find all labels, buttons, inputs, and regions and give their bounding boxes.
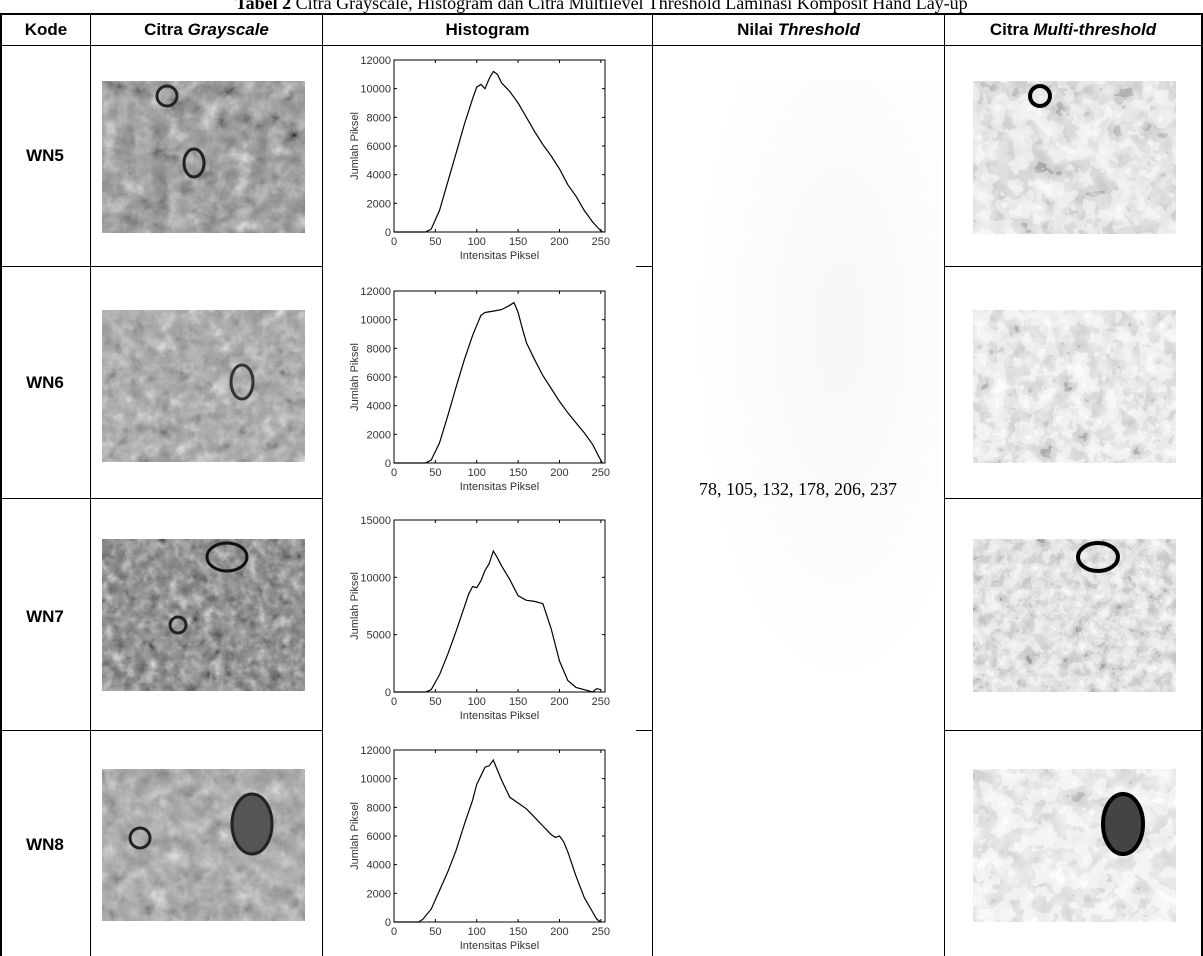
- y-tick-label: 4000: [367, 170, 391, 182]
- x-tick-label: 0: [391, 926, 397, 938]
- histogram-chart-wn6: 0 50 100 150 200 250 0 2000 4000 6000 8000 10000 120…: [349, 286, 610, 493]
- histogram-line: [394, 301, 604, 464]
- y-tick-label: 12000: [360, 286, 391, 298]
- x-tick-label: 100: [468, 926, 486, 938]
- x-tick-label: 150: [509, 467, 527, 479]
- y-axis-label: Jumlah Piksel: [349, 112, 361, 180]
- plot-area: [393, 519, 606, 693]
- multi-threshold-image-wn6: [973, 310, 1176, 463]
- x-axis-label: Intensitas Piksel: [460, 710, 539, 722]
- x-tick-label: 50: [429, 467, 441, 479]
- y-tick-label: 10000: [360, 572, 391, 584]
- x-tick-label: 250: [592, 236, 610, 248]
- y-tick-label: 4000: [367, 860, 391, 872]
- threshold-values: 78, 105, 132, 178, 206, 237: [699, 479, 897, 499]
- caption-text: Citra Grayscale, Histogram dan Citra Mul…: [295, 0, 968, 13]
- multi-threshold-image-wn5: [973, 81, 1176, 234]
- header-multi-em: Multi-threshold: [1033, 19, 1157, 39]
- x-tick-label: 150: [509, 236, 527, 248]
- x-tick-label: 0: [391, 236, 397, 248]
- x-tick-label: 100: [468, 467, 486, 479]
- caption-label: Tabel 2: [235, 0, 292, 13]
- header-histogram: Histogram: [445, 19, 530, 39]
- header-threshold-em: Threshold: [777, 19, 860, 39]
- y-axis-label: Jumlah Piksel: [349, 572, 361, 640]
- grayscale-image-wn5: [102, 81, 305, 233]
- y-tick-label: 10000: [360, 315, 391, 327]
- header-grayscale-prefix: Citra: [144, 19, 183, 39]
- y-tick-label: 0: [385, 687, 391, 699]
- y-tick-label: 8000: [367, 343, 391, 355]
- header-grayscale-em: Grayscale: [187, 19, 269, 39]
- y-tick-label: 10000: [360, 774, 391, 786]
- y-tick-label: 12000: [360, 55, 391, 67]
- table-caption: Tabel 2 Citra Grayscale, Histogram dan C…: [0, 0, 1203, 14]
- grayscale-image-wn7: [102, 539, 305, 691]
- kode-cell: WN6: [26, 373, 64, 392]
- header-threshold-prefix: Nilai: [737, 19, 773, 39]
- header-kode: Kode: [24, 19, 68, 39]
- y-tick-label: 8000: [367, 802, 391, 814]
- x-tick-label: 100: [468, 696, 486, 708]
- multi-threshold-image-wn7: [973, 539, 1176, 692]
- grayscale-image-wn6: [102, 310, 305, 462]
- y-tick-label: 0: [385, 458, 391, 470]
- x-tick-label: 50: [429, 696, 441, 708]
- x-tick-label: 200: [550, 236, 568, 248]
- kode-cell: WN7: [26, 607, 64, 626]
- y-tick-label: 5000: [367, 630, 391, 642]
- x-tick-label: 100: [468, 236, 486, 248]
- x-tick-label: 0: [391, 467, 397, 479]
- histogram-line: [394, 549, 602, 693]
- y-axis-label: Jumlah Piksel: [349, 802, 361, 870]
- x-axis-label: Intensitas Piksel: [460, 940, 539, 952]
- x-axis-label: Intensitas Piksel: [460, 250, 539, 262]
- y-tick-label: 2000: [367, 888, 391, 900]
- header-multi-prefix: Citra: [989, 19, 1029, 39]
- y-tick-label: 12000: [360, 745, 391, 757]
- x-tick-label: 150: [509, 696, 527, 708]
- x-tick-label: 150: [509, 926, 527, 938]
- x-tick-label: 200: [550, 926, 568, 938]
- x-tick-label: 50: [429, 236, 441, 248]
- grayscale-image-wn8: [102, 769, 305, 921]
- plot-area: [393, 290, 606, 464]
- x-tick-label: 50: [429, 926, 441, 938]
- y-axis-label: Jumlah Piksel: [349, 343, 361, 411]
- y-tick-label: 6000: [367, 141, 391, 153]
- x-tick-label: 250: [592, 926, 610, 938]
- y-tick-label: 2000: [367, 198, 391, 210]
- y-tick-label: 6000: [367, 372, 391, 384]
- y-tick-label: 15000: [360, 515, 391, 527]
- watermark: [690, 80, 940, 700]
- y-tick-label: 0: [385, 227, 391, 239]
- histogram-chart-wn8: 0 50 100 150 200 250 0 2000 4000 6000 8000 10000 120…: [349, 745, 610, 952]
- y-tick-label: 4000: [367, 401, 391, 413]
- histogram-line: [394, 758, 602, 923]
- x-tick-label: 200: [550, 467, 568, 479]
- header-multi-threshold: Citra Multi-threshold: [945, 13, 1201, 46]
- x-tick-label: 200: [550, 696, 568, 708]
- y-tick-label: 2000: [367, 429, 391, 441]
- x-tick-label: 250: [592, 467, 610, 479]
- y-tick-label: 10000: [360, 84, 391, 96]
- y-tick-label: 0: [385, 917, 391, 929]
- y-tick-label: 8000: [367, 112, 391, 124]
- kode-cell: WN5: [26, 146, 64, 165]
- x-tick-label: 0: [391, 696, 397, 708]
- histogram-chart-wn5: 0 50 100 150 200 250 0 2000 4000 6000 8000 10000 120…: [349, 55, 610, 262]
- histogram-chart-wn7: 0 50 100 150 200 250 0 5000 10000 15000 Intensitas…: [349, 515, 610, 722]
- plot-area: [393, 59, 606, 233]
- histogram-line: [394, 70, 603, 233]
- y-tick-label: 6000: [367, 831, 391, 843]
- plot-area: [393, 749, 606, 923]
- x-axis-label: Intensitas Piksel: [460, 481, 539, 493]
- kode-cell: WN8: [26, 835, 64, 854]
- header-grayscale: Citra Grayscale: [91, 13, 322, 46]
- x-tick-label: 250: [592, 696, 610, 708]
- multi-threshold-image-wn8: [973, 769, 1176, 922]
- header-threshold: Nilai Threshold: [653, 13, 944, 46]
